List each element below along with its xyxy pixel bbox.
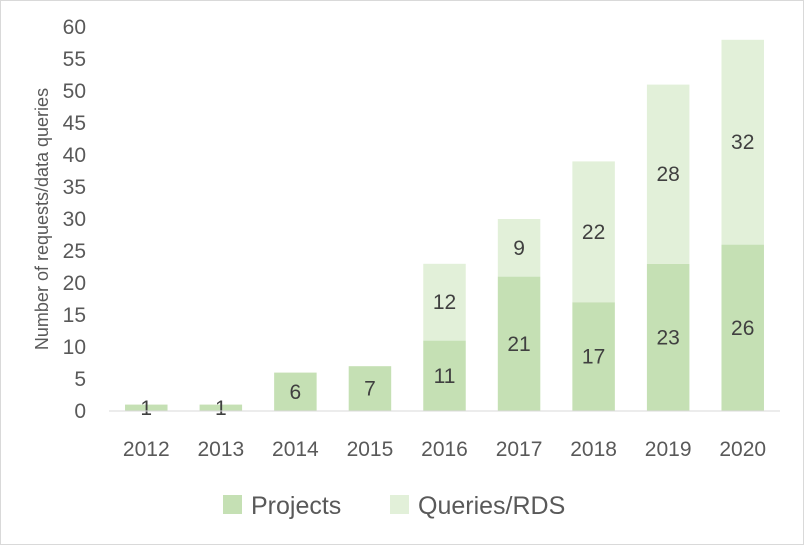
y-tick-label: 55	[63, 48, 86, 71]
x-tick-labels: 2012 2013 2014 2015 2016 2017 2018 2019 2020	[123, 438, 766, 461]
bar-queries-rds	[572, 161, 615, 303]
data-label: 23	[656, 326, 679, 349]
y-tick-label: 30	[63, 208, 86, 231]
bar-projects	[125, 404, 168, 411]
legend-swatch	[390, 495, 409, 514]
data-label: 22	[582, 221, 605, 244]
bar-queries-rds	[721, 39, 764, 245]
y-tick-label: 5	[74, 368, 86, 391]
x-tick-label: 2019	[645, 438, 692, 461]
bar-queries-rds	[646, 84, 690, 264]
y-tick-label: 60	[63, 16, 86, 39]
data-label: 17	[582, 346, 605, 369]
data-label: 21	[507, 333, 530, 356]
bar-projects	[497, 276, 541, 411]
data-label: 26	[731, 317, 754, 340]
bar-queries-rds	[423, 263, 466, 341]
data-label: 32	[731, 131, 754, 154]
x-tick-label: 2015	[347, 438, 394, 461]
x-tick-label: 2013	[197, 438, 244, 461]
bar-projects	[274, 372, 317, 411]
bar-projects	[646, 263, 690, 411]
legend: Projects Queries/RDS	[223, 492, 565, 520]
bar-projects	[423, 340, 466, 411]
legend-swatch	[223, 495, 242, 514]
bar-projects	[348, 366, 392, 411]
data-label: 11	[434, 365, 456, 388]
y-tick-label: 15	[63, 304, 86, 327]
bar-projects	[721, 244, 764, 411]
y-tick-label: 20	[63, 272, 86, 295]
x-tick-label: 2017	[496, 438, 543, 461]
legend-label: Queries/RDS	[418, 492, 565, 520]
x-tick-label: 2018	[570, 438, 617, 461]
data-label: 9	[513, 237, 525, 260]
data-label: 28	[656, 163, 679, 186]
y-tick-label: 50	[63, 80, 86, 103]
bars-layer	[125, 39, 764, 411]
data-label: 6	[290, 381, 302, 404]
y-tick-label: 40	[63, 144, 86, 167]
y-tick-label: 25	[63, 240, 86, 263]
data-label: 7	[364, 378, 376, 401]
data-label: 1	[215, 397, 227, 420]
y-tick-labels: 0 5 10 15 20 25 30 35 40 45 50 55 60	[63, 16, 86, 423]
bar-queries-rds	[497, 219, 541, 277]
legend-label: Projects	[251, 492, 341, 520]
x-tick-label: 2016	[421, 438, 468, 461]
y-tick-label: 10	[63, 336, 86, 359]
y-tick-label: 45	[63, 112, 86, 135]
y-tick-label: 35	[63, 176, 86, 199]
x-tick-label: 2020	[719, 438, 766, 461]
data-label: 1	[140, 397, 152, 420]
y-axis-title: Number of requests/data queries	[32, 88, 52, 350]
x-tick-label: 2012	[123, 438, 170, 461]
x-tick-label: 2014	[272, 438, 319, 461]
bar-projects	[199, 404, 243, 411]
y-tick-label: 0	[74, 400, 86, 423]
data-label: 12	[433, 291, 456, 314]
bar-projects	[572, 302, 615, 411]
